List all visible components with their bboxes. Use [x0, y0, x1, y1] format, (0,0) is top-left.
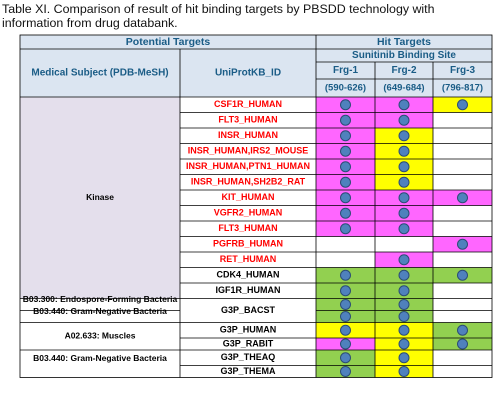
group-label: B03.440: Gram-Negative Bacteria: [33, 353, 167, 363]
binding-dot-icon: [340, 311, 351, 322]
binding-dot-icon: [398, 324, 410, 336]
binding-dot-icon: [340, 324, 351, 336]
group-label: Kinase: [86, 192, 114, 202]
header-fragment-name: Frg-3: [450, 65, 475, 76]
uniprot-id-cell: G3P_RABIT: [223, 338, 274, 348]
binding-dot-icon: [398, 269, 410, 281]
binding-dot-icon: [340, 269, 351, 281]
binding-dot-icon: [457, 324, 468, 336]
header-uniprot-id: UniProtKB_ID: [215, 68, 281, 79]
uniprot-id-cell: G3P_THEAQ: [221, 352, 276, 362]
binding-dot-icon: [340, 130, 351, 142]
binding-dot-icon: [398, 176, 410, 188]
binding-dot-icon: [457, 192, 468, 204]
binding-dot-icon: [398, 114, 410, 126]
uniprot-id-cell: VGFR2_HUMAN: [214, 208, 283, 218]
binding-dot-icon: [398, 145, 410, 157]
header-binding-site: Sunitinib Binding Site: [352, 50, 456, 61]
binding-dot-icon: [398, 192, 410, 204]
binding-dot-icon: [398, 254, 410, 266]
uniprot-id-cell: CSF1R_HUMAN: [214, 99, 282, 109]
uniprot-id-cell: G3P_THEMA: [220, 366, 276, 376]
binding-dot-icon: [340, 114, 351, 126]
binding-dot-icon: [340, 207, 351, 219]
binding-dot-icon: [398, 299, 410, 310]
binding-dot-icon: [340, 223, 351, 235]
binding-dot-icon: [340, 338, 351, 350]
binding-dot-icon: [398, 311, 410, 322]
binding-dot-icon: [340, 176, 351, 188]
uniprot-id-cell: KIT_HUMAN: [222, 192, 275, 202]
uniprot-id-cell: CDK4_HUMAN: [216, 270, 279, 280]
header-fragment-name: Frg-2: [392, 65, 417, 76]
binding-dot-icon: [398, 285, 410, 297]
header-potential-targets: Potential Targets: [126, 36, 211, 48]
table-caption: Table XI. Comparison of result of hit bi…: [2, 2, 435, 30]
uniprot-id-cell: INSR_HUMAN,PTN1_HUMAN: [186, 161, 310, 171]
uniprot-id-cell: FLT3_HUMAN: [218, 115, 277, 125]
binding-dot-icon: [457, 269, 468, 281]
header-medical-subject: Medical Subject (PDB-MeSH): [31, 68, 168, 79]
binding-dot-icon: [398, 130, 410, 142]
binding-dot-icon: [340, 299, 351, 310]
uniprot-id-cell: INSR_HUMAN,IRS2_MOUSE: [188, 146, 309, 156]
uniprot-id-cell: IGF1R_HUMAN: [215, 285, 280, 295]
binding-dot-icon: [340, 145, 351, 157]
binding-dot-icon: [398, 352, 410, 364]
header-hit-targets: Hit Targets: [377, 36, 431, 48]
binding-dot-icon: [398, 99, 410, 111]
binding-dot-icon: [340, 366, 351, 377]
binding-dot-icon: [398, 338, 410, 350]
binding-dot-icon: [457, 238, 468, 250]
binding-dot-icon: [457, 338, 468, 350]
binding-dot-icon: [457, 99, 468, 111]
header-fragment-range: (590-626): [325, 83, 366, 94]
uniprot-id-cell: INSR_HUMAN: [218, 130, 278, 140]
table-grid: [19, 34, 493, 378]
uniprot-id-cell: G3P_HUMAN: [220, 325, 277, 335]
header-fragment-name: Frg-1: [333, 65, 358, 76]
group-label: A02.633: Muscles: [65, 331, 136, 341]
binding-dot-icon: [340, 352, 351, 364]
binding-dot-icon: [398, 366, 410, 377]
uniprot-id-cell: RET_HUMAN: [220, 254, 277, 264]
binding-dot-icon: [398, 223, 410, 235]
binding-dot-icon: [398, 207, 410, 219]
binding-dot-icon: [340, 192, 351, 204]
uniprot-id-cell: G3P_BACST: [221, 305, 276, 315]
binding-dot-icon: [398, 161, 410, 173]
uniprot-id-cell: INSR_HUMAN,SH2B2_RAT: [191, 177, 306, 187]
kinase-group-background: [20, 97, 180, 299]
uniprot-id-cell: PGFRB_HUMAN: [213, 239, 283, 249]
binding-dot-icon: [340, 161, 351, 173]
header-fragment-range: (649-684): [383, 83, 424, 94]
header-background: [20, 35, 492, 97]
header-fragment-range: (796-817): [442, 83, 483, 94]
binding-dot-icon: [340, 285, 351, 297]
binding-dot-icon: [340, 99, 351, 111]
uniprot-id-cell: FLT3_HUMAN: [218, 223, 277, 233]
